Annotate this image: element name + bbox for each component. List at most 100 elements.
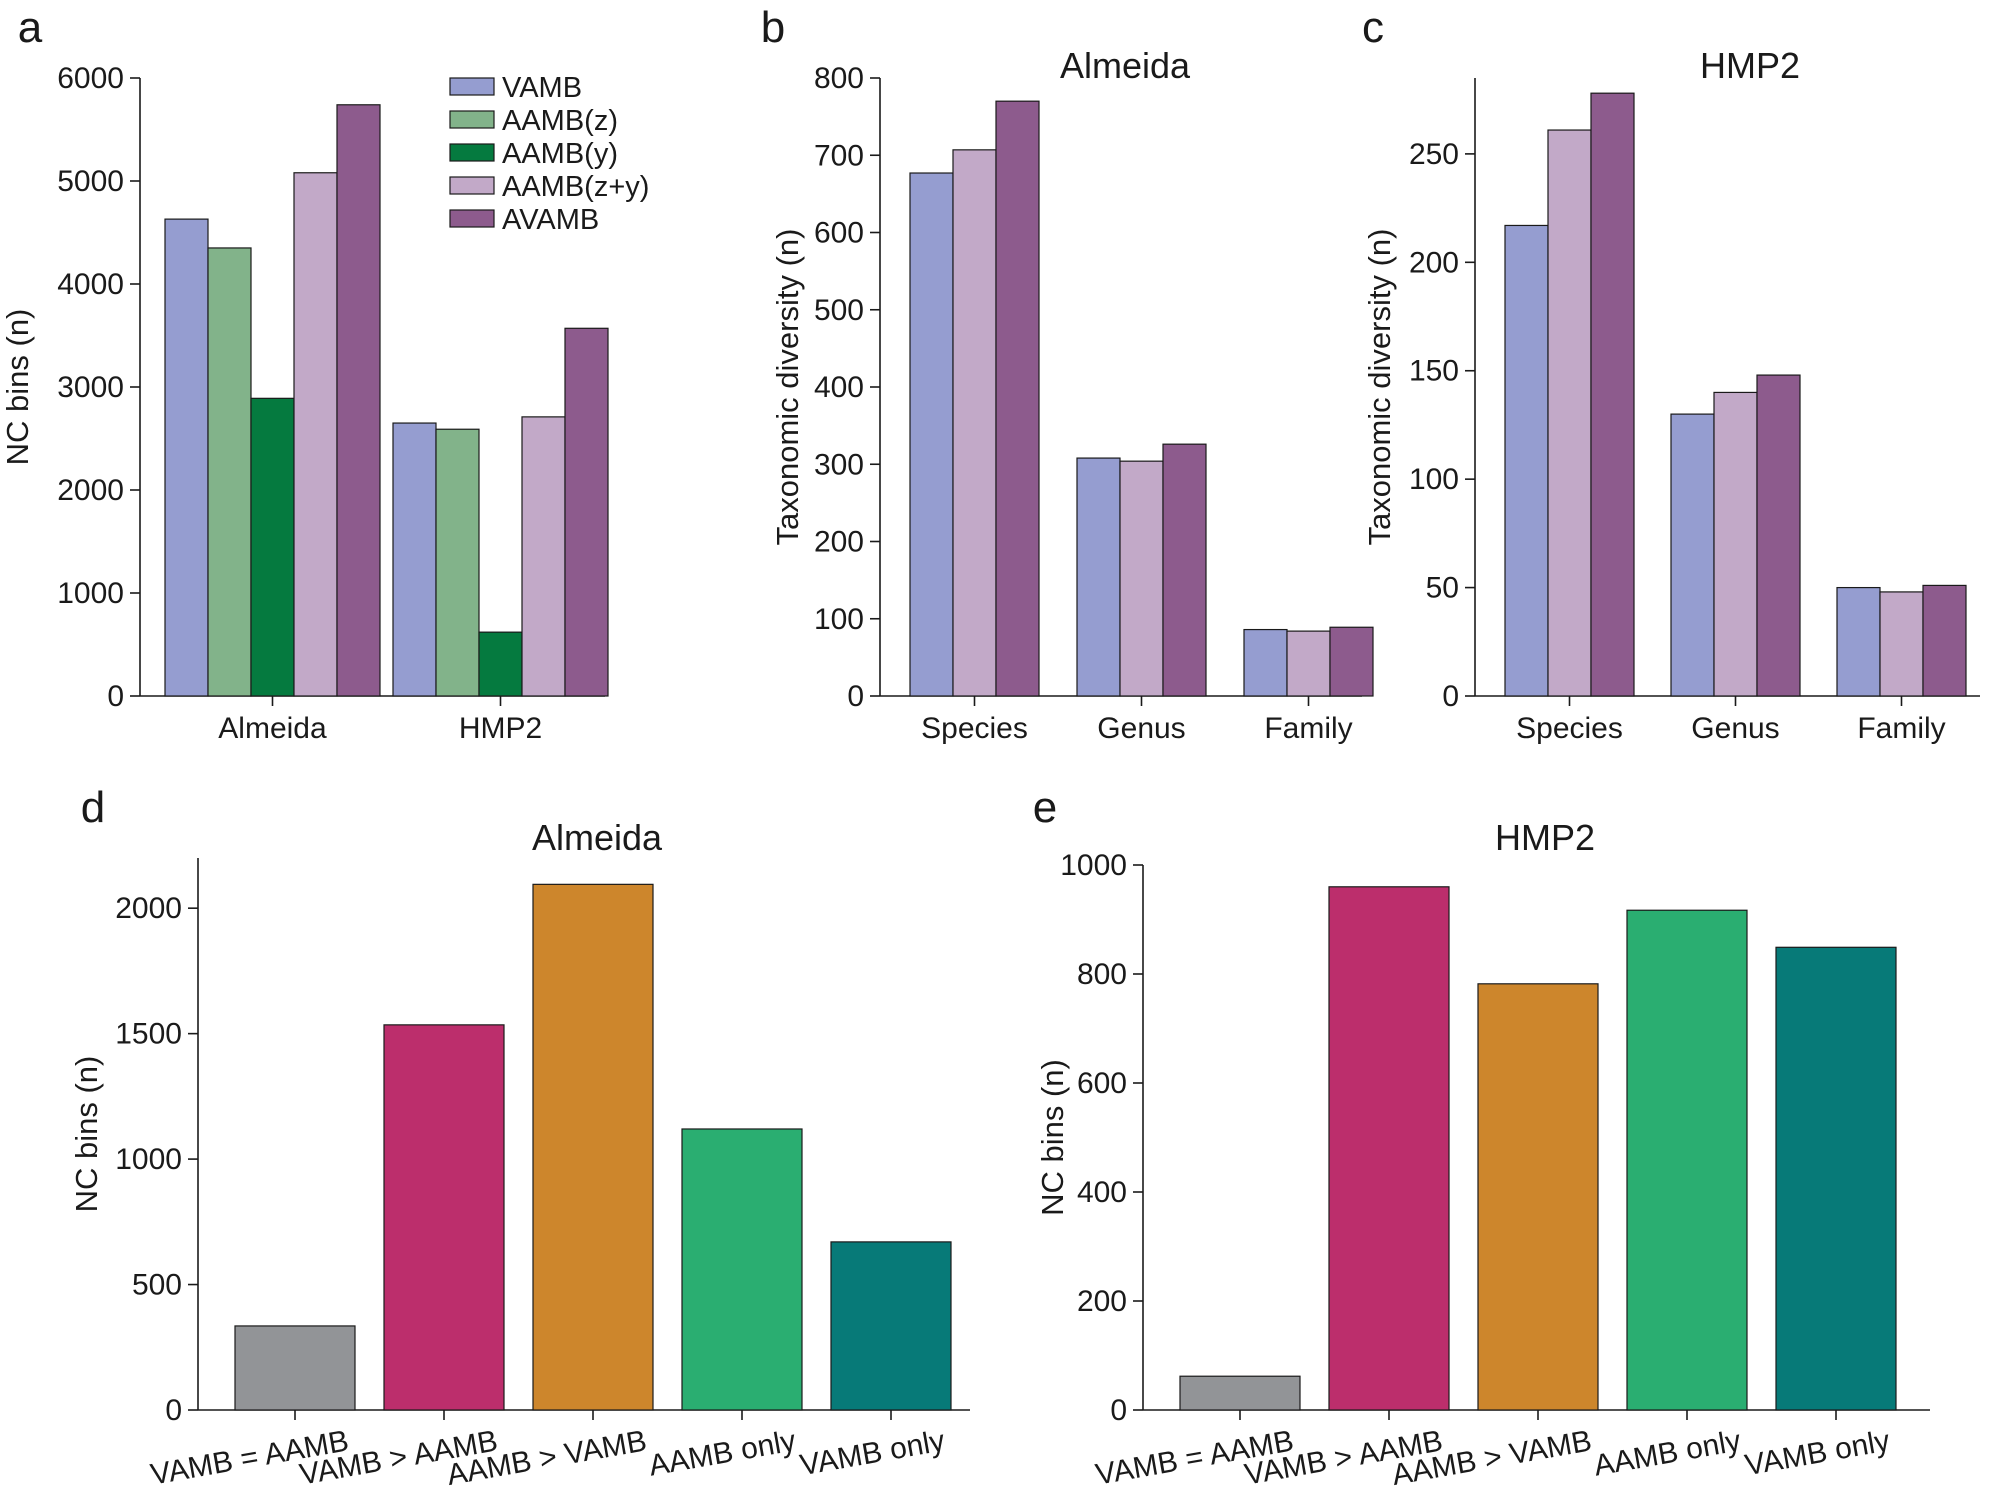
x-tick-label: Almeida — [218, 712, 327, 745]
y-tick-label: 200 — [1409, 246, 1459, 279]
y-tick-label: 150 — [1409, 355, 1459, 388]
y-tick-label: 200 — [814, 526, 864, 559]
y-tick-label: 600 — [1077, 1067, 1127, 1100]
y-tick-label: 0 — [107, 680, 124, 713]
legend-swatch — [449, 209, 495, 228]
panel-title: HMP2 — [1700, 45, 1800, 86]
panel-letter: d — [81, 783, 105, 832]
bar-family-aambzy — [1879, 591, 1924, 697]
y-tick-label: 1000 — [57, 577, 124, 610]
bar-almeida-aamby — [250, 397, 295, 697]
y-axis-label: Taxonomic diversity (n) — [770, 229, 805, 546]
bar-species-avamb — [995, 100, 1040, 697]
y-tick-label: 800 — [1077, 958, 1127, 991]
y-tick-label: 800 — [814, 62, 864, 95]
y-tick-label: 100 — [1409, 463, 1459, 496]
bar-species-aambzy — [1547, 129, 1592, 697]
bar-aamb-only — [1626, 909, 1748, 1411]
panel-letter: b — [761, 3, 785, 52]
panel-a: a 0 1000 2000 3000 4000 5000 6000 NC bins (n) Alm… — [0, 3, 649, 745]
y-tick-label: 200 — [1077, 1285, 1127, 1318]
panel-title: Almeida — [532, 817, 663, 858]
bar-vamb-aamb — [383, 1024, 505, 1411]
y-tick-label: 50 — [1426, 572, 1459, 605]
y-tick-label: 250 — [1409, 138, 1459, 171]
x-tick-label: VAMB only — [798, 1424, 948, 1482]
x-tick-label: Species — [1516, 712, 1623, 745]
bar-aamb-vamb — [1477, 983, 1599, 1411]
y-tick-label: 500 — [132, 1269, 182, 1302]
bar-almeida-avamb — [336, 104, 381, 697]
bar-vamb-aamb — [234, 1325, 356, 1411]
panel-title: HMP2 — [1495, 817, 1595, 858]
panel-b: b Almeida 0 100 200 300 400 500 600 700 800 Taxonom… — [761, 3, 1374, 745]
x-tick-label: Species — [921, 712, 1028, 745]
panel-c: c HMP2 0 50 100 150 200 250 Taxonomic diversity … — [1362, 3, 1980, 745]
y-tick-label: 0 — [847, 680, 864, 713]
x-tick-label: Family — [1857, 712, 1945, 745]
legend-swatch — [449, 110, 495, 129]
bar-genus-aambzy — [1713, 391, 1758, 697]
bar-hmp2-vamb — [392, 422, 437, 697]
bar-vamb-only — [830, 1241, 952, 1411]
legend-swatch — [449, 176, 495, 195]
y-tick-label: 600 — [814, 217, 864, 250]
y-tick-label: 400 — [1077, 1176, 1127, 1209]
bar-aamb-only — [681, 1128, 803, 1411]
panel-letter: a — [18, 3, 43, 52]
x-tick-label: Family — [1264, 712, 1352, 745]
bar-species-vamb — [909, 172, 954, 697]
y-axis-label: Taxonomic diversity (n) — [1362, 229, 1397, 546]
y-tick-label: 1500 — [115, 1018, 182, 1051]
bar-family-avamb — [1922, 584, 1967, 697]
x-tick-label: Genus — [1691, 712, 1779, 745]
bar-vamb-aamb — [1328, 886, 1450, 1411]
y-tick-label: 500 — [814, 294, 864, 327]
y-tick-label: 6000 — [57, 62, 124, 95]
bar-hmp2-aambzy — [521, 416, 566, 697]
y-tick-label: 400 — [814, 371, 864, 404]
y-tick-label: 2000 — [115, 892, 182, 925]
bar-hmp2-aambz — [435, 428, 480, 697]
legend-label: VAMB — [502, 72, 582, 104]
y-tick-label: 0 — [1110, 1394, 1127, 1427]
bar-genus-aambzy — [1119, 460, 1164, 697]
x-tick-label: Genus — [1097, 712, 1185, 745]
bar-genus-avamb — [1756, 374, 1801, 697]
bar-vamb-aamb — [1179, 1375, 1301, 1411]
bar-genus-avamb — [1162, 443, 1207, 697]
legend-label: AAMB(z) — [502, 105, 618, 137]
bar-aamb-vamb — [532, 883, 654, 1411]
bar-almeida-vamb — [164, 218, 209, 697]
y-tick-label: 0 — [1442, 680, 1459, 713]
bar-almeida-aambz — [207, 247, 252, 697]
panel-letter: c — [1362, 3, 1384, 52]
y-tick-label: 100 — [814, 603, 864, 636]
x-tick-label: AAMB only — [1591, 1424, 1743, 1482]
bar-family-vamb — [1243, 628, 1288, 697]
bar-hmp2-avamb — [564, 327, 609, 697]
x-tick-label: VAMB only — [1743, 1424, 1893, 1482]
bar-vamb-only — [1775, 946, 1897, 1411]
y-tick-label: 300 — [814, 448, 864, 481]
y-axis-label: NC bins (n) — [69, 1056, 104, 1213]
y-tick-label: 0 — [165, 1394, 182, 1427]
panel-letter: e — [1033, 783, 1057, 832]
bar-almeida-aambzy — [293, 172, 338, 697]
y-tick-label: 1000 — [1060, 849, 1127, 882]
y-tick-label: 5000 — [57, 165, 124, 198]
y-tick-label: 2000 — [57, 474, 124, 507]
bar-genus-vamb — [1076, 457, 1121, 697]
legend-label: AVAMB — [502, 204, 599, 236]
y-tick-label: 3000 — [57, 371, 124, 404]
x-tick-label: AAMB only — [646, 1424, 798, 1482]
legend-swatch — [449, 143, 495, 162]
panel-title: Almeida — [1060, 45, 1191, 86]
bar-species-avamb — [1590, 92, 1635, 697]
y-tick-label: 4000 — [57, 268, 124, 301]
y-tick-label: 700 — [814, 139, 864, 172]
bar-species-vamb — [1504, 224, 1549, 697]
